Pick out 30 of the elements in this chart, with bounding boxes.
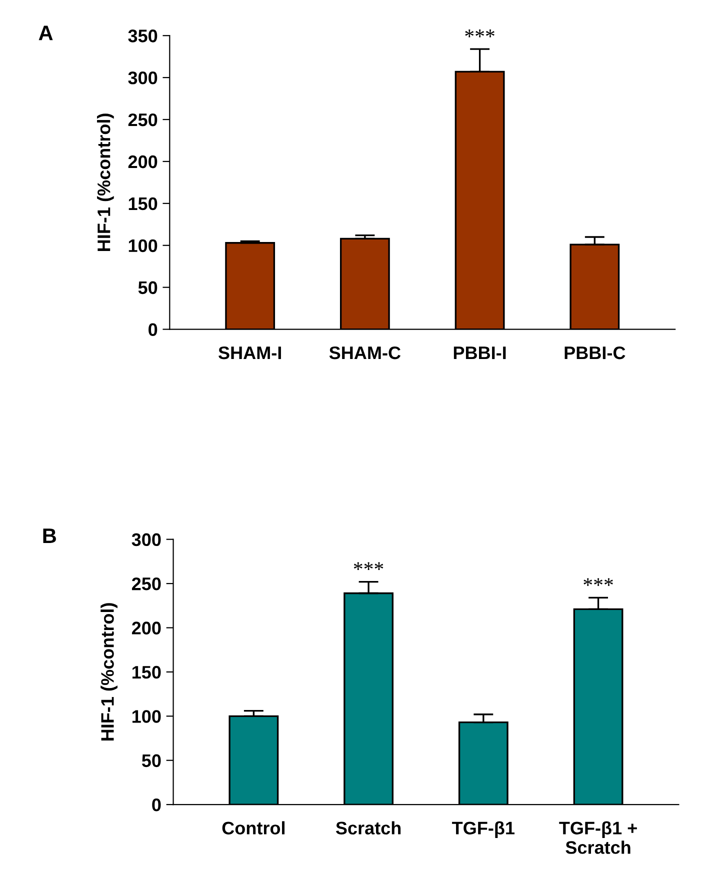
y-tick-label: 50 — [142, 754, 161, 768]
y-axis-title: HIF-1 (%control) — [97, 114, 114, 251]
x-tick-label: TGF-β1 — [452, 821, 514, 838]
y-tick-label: 0 — [148, 323, 158, 336]
y-tick-label: 200 — [132, 622, 161, 634]
x-tick-label: SHAM-I — [218, 346, 281, 360]
y-tick-label: 250 — [128, 113, 158, 126]
y-tick-label: 300 — [128, 71, 158, 84]
y-tick-label: 50 — [138, 281, 158, 294]
annotation: *** — [354, 562, 384, 570]
x-tick-label: PBBI-C — [564, 346, 626, 360]
x-tick-label: Control — [222, 821, 284, 834]
y-tick-label: 100 — [128, 239, 158, 252]
x-tick-label: SHAM-C — [329, 346, 401, 360]
y-tick-label: 150 — [132, 666, 161, 679]
x-tick-label: TGF-β1 + Scratch — [559, 821, 637, 854]
y-tick-label: 350 — [128, 30, 158, 42]
y-tick-label: 200 — [128, 155, 158, 168]
x-tick-label: Scratch — [336, 821, 401, 834]
y-axis-title: HIF-1 (%control) — [100, 603, 118, 740]
y-tick-label: 150 — [128, 197, 158, 210]
y-tick-label: 0 — [152, 798, 161, 812]
annotation: *** — [584, 578, 613, 586]
y-tick-label: 300 — [132, 533, 161, 546]
x-tick-label: PBBI-I — [454, 346, 506, 360]
y-tick-label: 100 — [132, 710, 161, 723]
annotation: *** — [465, 30, 494, 38]
chart-title: A — [38, 26, 53, 40]
y-tick-label: 250 — [132, 577, 161, 590]
chart-title: B — [43, 528, 56, 543]
